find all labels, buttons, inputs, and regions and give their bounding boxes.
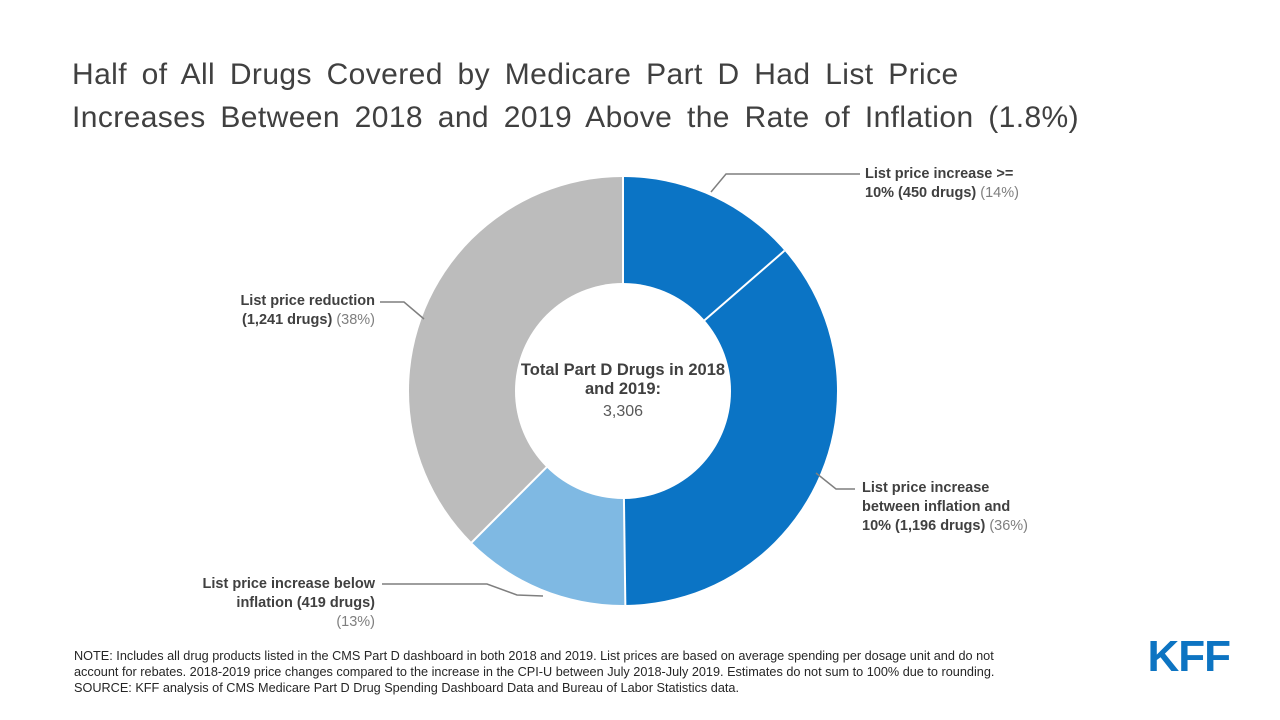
note-line-2: account for rebates. 2018-2019 price cha… (74, 665, 995, 680)
chart-title-line-1: Half of All Drugs Covered by Medicare Pa… (72, 58, 959, 91)
callout-line-between-inflation-10 (815, 472, 855, 490)
label-below-inflation: List price increase below inflation (419 … (202, 576, 375, 630)
chart-title-line-2: Increases Between 2018 and 2019 Above th… (72, 101, 1080, 134)
center-value: 3,306 (602, 403, 644, 420)
donut-center: Total Part D Drugs in 2018 and 2019: 3,3… (515, 283, 731, 499)
donut-chart: Total Part D Drugs in 2018 and 2019: 3,3… (0, 150, 1280, 640)
label-between-inflation-10: List price increase between inflation and… (862, 480, 1029, 534)
kff-logo: KFF (1147, 632, 1231, 681)
note-source-block: NOTE: Includes all drug products listed … (74, 648, 994, 697)
callout-line-increase-ge-10 (710, 173, 860, 193)
center-label: Total Part D Drugs in 2018 and 2019: (520, 361, 726, 398)
source-line: SOURCE: KFF analysis of CMS Medicare Par… (74, 681, 739, 696)
donut-overlay: Total Part D Drugs in 2018 and 2019: 3,3… (409, 177, 837, 605)
label-increase-ge-10: List price increase >= 10% (450 drugs) (1… (865, 166, 1019, 201)
note-line-1: NOTE: Includes all drug products listed … (74, 649, 994, 663)
callout-line-reduction (380, 301, 425, 320)
callout-line-below-inflation (382, 583, 544, 597)
chart-title: Half of All Drugs Covered by Medicare Pa… (72, 53, 1079, 139)
label-reduction: List price reduction (1,241 drugs) (38%) (240, 293, 375, 328)
